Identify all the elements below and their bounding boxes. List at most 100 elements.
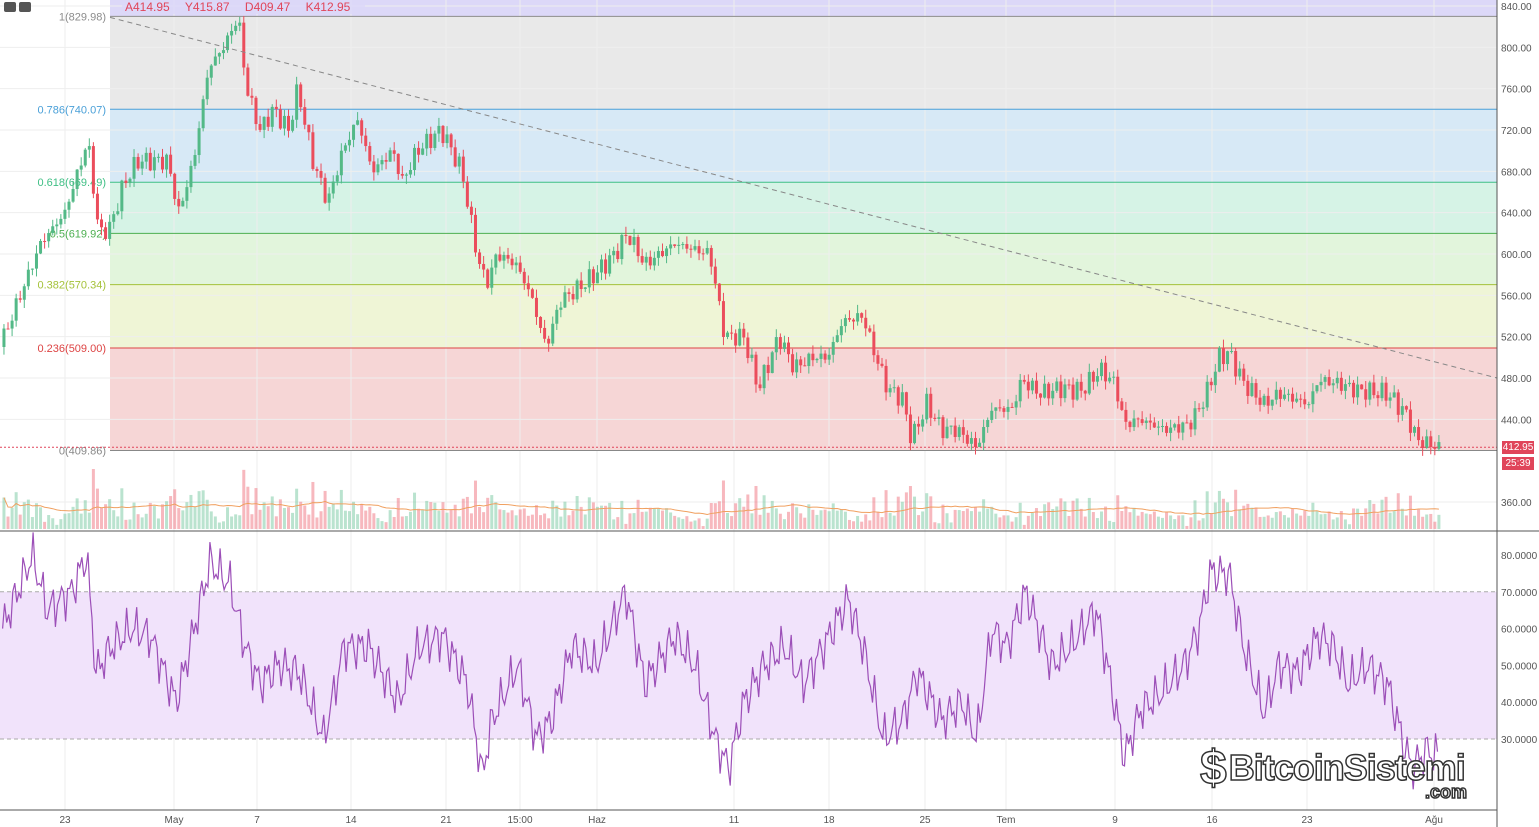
volume-bar [1071, 500, 1075, 529]
volume-bar [1433, 521, 1437, 529]
fib-band [110, 284, 1497, 349]
candle [303, 107, 307, 125]
candle [461, 156, 465, 182]
candle [742, 328, 746, 338]
candle [246, 67, 250, 96]
candle [404, 174, 408, 176]
candle [1087, 371, 1091, 394]
time-tick-label: May [165, 815, 184, 826]
fib-label: 0.236(509.00) [38, 343, 107, 355]
volume-bar [563, 501, 567, 529]
volume-bar [896, 496, 900, 529]
volume-bar [644, 511, 648, 529]
candle [238, 22, 242, 26]
settings-icon[interactable] [4, 2, 16, 12]
candle [1425, 436, 1429, 449]
candle [490, 267, 494, 288]
volume-bar [766, 512, 770, 529]
volume-bar [104, 504, 108, 529]
candle [1388, 397, 1392, 401]
candle [234, 25, 238, 31]
candle [750, 354, 754, 359]
volume-bar [624, 523, 628, 529]
candle [608, 255, 612, 274]
volume-bar [908, 486, 912, 529]
candle [193, 155, 197, 166]
volume-bar [1165, 512, 1169, 529]
volume-bar [274, 516, 278, 529]
candle [876, 355, 880, 364]
volume-bar [994, 513, 998, 529]
candle [486, 269, 490, 288]
candle [156, 156, 160, 158]
volume-bar [969, 511, 973, 529]
candle [465, 181, 469, 207]
volume-bar [1429, 513, 1433, 529]
candle [1246, 380, 1250, 396]
candle [100, 219, 104, 228]
candle [1319, 381, 1323, 386]
fib-band [110, 348, 1497, 451]
candle [1323, 377, 1327, 382]
time-tick-label: 18 [823, 815, 835, 826]
candle [1124, 409, 1128, 422]
candle [482, 263, 486, 270]
candle [1421, 440, 1425, 449]
candle [1384, 382, 1388, 401]
volume-bar [884, 490, 888, 529]
volume-bar [669, 512, 673, 529]
time-tick-label: 25 [919, 815, 931, 826]
candle [441, 125, 445, 144]
candle [91, 146, 95, 194]
volume-bar [461, 498, 465, 529]
price-tick-label: 840.00 [1501, 2, 1532, 13]
volume-bar [1291, 509, 1295, 529]
candle [1034, 380, 1038, 394]
volume-bar [1299, 515, 1303, 529]
volume-bar [417, 508, 421, 529]
candle [453, 147, 457, 167]
volume-bar [1413, 515, 1417, 529]
volume-bar [1059, 498, 1063, 529]
volume-bar [1230, 516, 1234, 529]
candle [547, 338, 551, 344]
candle [669, 244, 673, 249]
candle [648, 256, 652, 266]
volume-bar [307, 514, 311, 529]
candle [522, 271, 526, 284]
volume-bar [713, 503, 717, 529]
candle [258, 124, 262, 130]
candle [1205, 381, 1209, 408]
volume-bar [392, 516, 396, 529]
candle [160, 156, 164, 170]
volume-bar [831, 503, 835, 529]
candle [551, 323, 555, 344]
candle [417, 147, 421, 155]
candle [852, 319, 856, 322]
candle [787, 342, 790, 355]
maximize-icon[interactable] [19, 2, 31, 12]
candle [79, 165, 83, 170]
volume-bar [331, 503, 335, 529]
candle [1059, 381, 1063, 399]
volume-bar [892, 515, 896, 529]
candle [559, 307, 563, 310]
low-value: D409.47 [244, 0, 291, 14]
price-tick-label: 800.00 [1501, 43, 1532, 54]
candle [502, 254, 506, 261]
candle [506, 254, 510, 259]
volume-bar [900, 501, 904, 529]
candle [1152, 422, 1156, 428]
price-tick-label: 600.00 [1501, 250, 1532, 261]
volume-bar [453, 504, 457, 529]
volume-bar [1323, 513, 1327, 529]
candle [323, 177, 327, 203]
trendline [109, 16, 1498, 379]
candle [1376, 395, 1380, 399]
volume-bar [1311, 502, 1315, 529]
volume-bar [591, 502, 595, 529]
volume-bar [1250, 507, 1254, 529]
volume-bar [67, 513, 71, 529]
candle [1071, 384, 1075, 400]
